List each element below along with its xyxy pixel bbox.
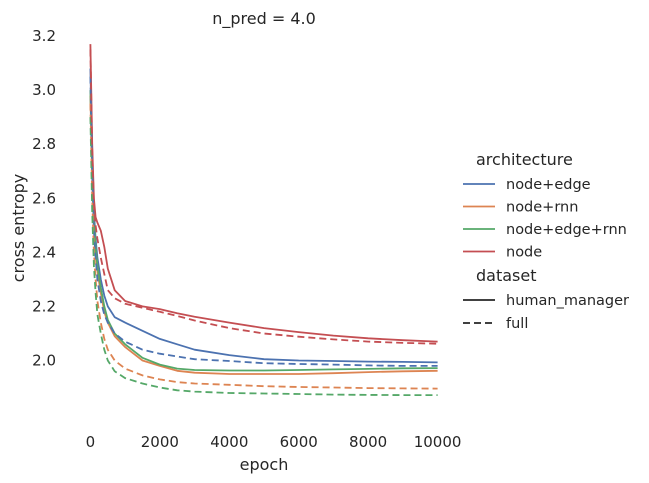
- series-line-node-edge-rnn-full: [89, 117, 438, 397]
- y-axis-label: cross entropy: [9, 174, 28, 282]
- x-axis-label: epoch: [240, 455, 289, 474]
- legend-entry-label: node+edge: [506, 177, 591, 193]
- x-tick-label: 4000: [210, 433, 248, 451]
- x-tick-label: 8000: [349, 433, 387, 451]
- legend: architecture node+edge node+rnn node+edge+r…: [463, 150, 629, 332]
- legend-entry-label: human_manager: [506, 293, 629, 309]
- x-tick-label: 10000: [414, 433, 462, 451]
- y-tick-label: 2.4: [32, 243, 56, 261]
- x-tick-label: 6000: [280, 433, 318, 451]
- x-tick-label: 0: [86, 433, 96, 451]
- legend-entry-label: full: [506, 316, 528, 332]
- x-axis-ticks: 0 2000 4000 6000 8000 10000: [86, 433, 462, 451]
- legend-entry-label: node+rnn: [506, 200, 578, 216]
- series-line-node-edge-human-manager: [89, 68, 438, 364]
- legend-title-dataset: dataset: [476, 266, 537, 285]
- y-tick-label: 2.2: [32, 297, 56, 315]
- series-line-node-rnn-full: [89, 103, 438, 390]
- y-tick-label: 2.6: [32, 189, 56, 207]
- legend-entry-label: node+edge+rnn: [506, 222, 627, 238]
- y-tick-label: 3.2: [32, 27, 56, 45]
- legend-entry-label: node: [506, 245, 542, 261]
- y-tick-label: 2.8: [32, 135, 56, 153]
- y-tick-label: 3.0: [32, 81, 56, 99]
- x-tick-label: 2000: [141, 433, 179, 451]
- y-tick-label: 2.0: [32, 352, 56, 370]
- legend-title-architecture: architecture: [476, 150, 573, 169]
- series-line-node-edge-full: [89, 76, 438, 367]
- series-lines: [89, 44, 438, 397]
- series-line-node-full: [89, 49, 438, 345]
- y-axis-ticks: 2.0 2.2 2.4 2.6 2.8 3.0 3.2: [32, 27, 56, 370]
- series-line-node-human-manager: [89, 44, 438, 343]
- chart-title: n_pred = 4.0: [212, 9, 316, 29]
- series-line-node-rnn-human-manager: [89, 95, 438, 375]
